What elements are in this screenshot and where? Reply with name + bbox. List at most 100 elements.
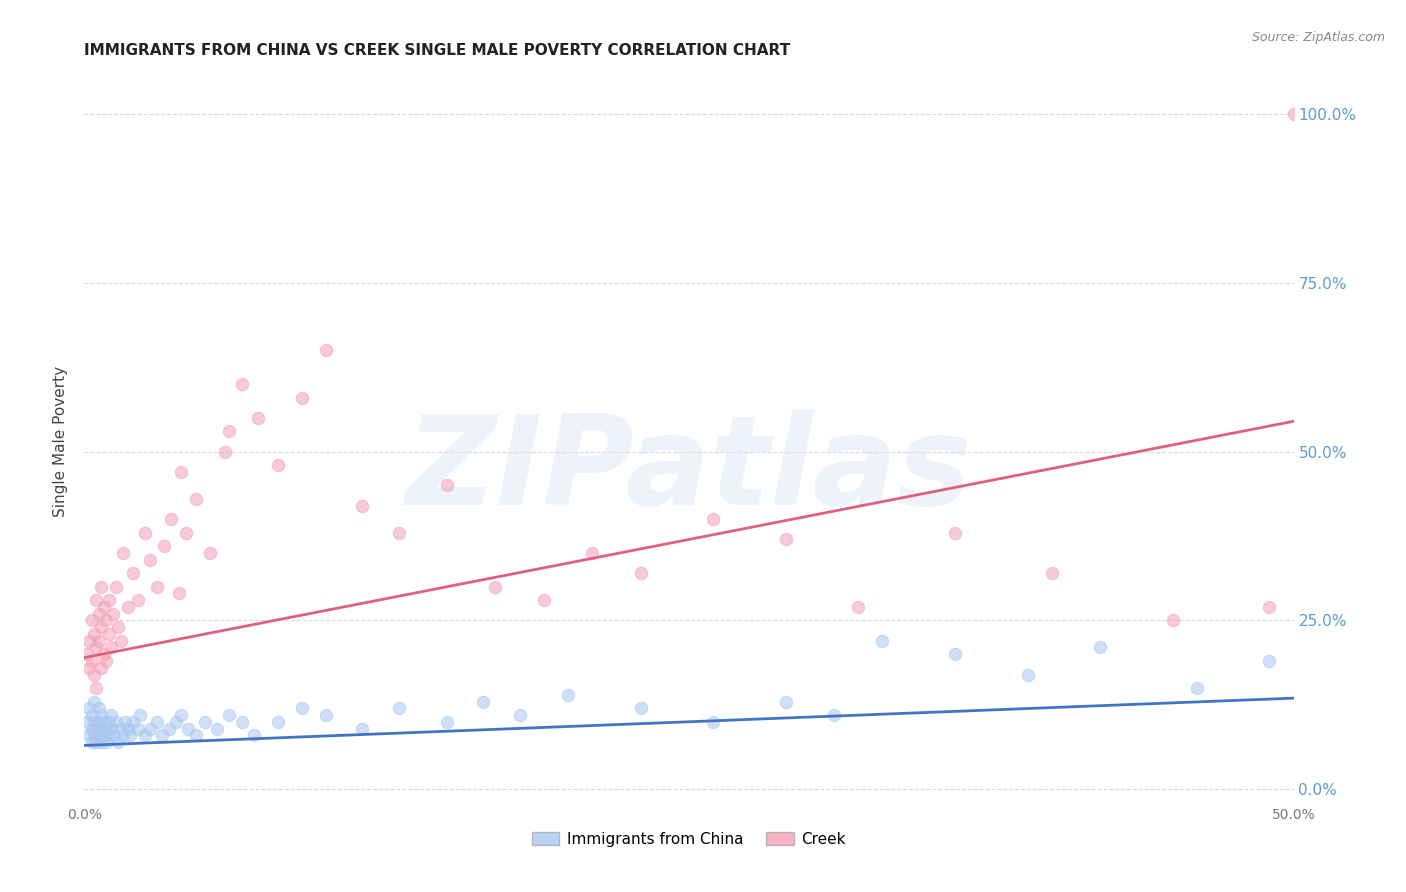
Point bbox=[83, 627, 105, 641]
Point bbox=[134, 525, 156, 540]
Point bbox=[160, 512, 183, 526]
Point bbox=[291, 701, 314, 715]
Point bbox=[120, 728, 142, 742]
Point bbox=[90, 735, 112, 749]
Point bbox=[146, 580, 169, 594]
Point bbox=[198, 546, 221, 560]
Point bbox=[184, 728, 207, 742]
Point bbox=[83, 694, 105, 708]
Point bbox=[1282, 107, 1305, 121]
Point bbox=[97, 728, 120, 742]
Point bbox=[170, 465, 193, 479]
Point bbox=[1258, 599, 1281, 614]
Point bbox=[231, 377, 253, 392]
Point bbox=[104, 580, 127, 594]
Point bbox=[702, 512, 724, 526]
Point bbox=[93, 599, 115, 614]
Point bbox=[1185, 681, 1208, 695]
Point bbox=[80, 654, 103, 668]
Point bbox=[90, 661, 112, 675]
Point bbox=[114, 714, 136, 729]
Point bbox=[121, 714, 143, 729]
Point bbox=[267, 714, 290, 729]
Point bbox=[90, 580, 112, 594]
Point bbox=[86, 722, 108, 736]
Point bbox=[352, 722, 374, 736]
Point bbox=[87, 728, 110, 742]
Point bbox=[388, 701, 411, 715]
Point bbox=[872, 633, 894, 648]
Point bbox=[1258, 654, 1281, 668]
Point bbox=[436, 714, 458, 729]
Point bbox=[352, 499, 374, 513]
Point bbox=[97, 593, 120, 607]
Point bbox=[194, 714, 217, 729]
Point bbox=[436, 478, 458, 492]
Point bbox=[90, 708, 112, 723]
Point bbox=[218, 708, 240, 723]
Point bbox=[94, 735, 117, 749]
Point bbox=[107, 620, 129, 634]
Point bbox=[103, 607, 125, 621]
Point bbox=[247, 411, 270, 425]
Point bbox=[775, 694, 797, 708]
Point bbox=[702, 714, 724, 729]
Point bbox=[218, 425, 240, 439]
Point bbox=[80, 735, 103, 749]
Point bbox=[138, 722, 160, 736]
Point bbox=[1017, 667, 1039, 681]
Point bbox=[557, 688, 579, 702]
Point bbox=[129, 708, 152, 723]
Point bbox=[80, 614, 103, 628]
Point bbox=[94, 614, 117, 628]
Point bbox=[484, 580, 506, 594]
Point bbox=[77, 661, 100, 675]
Y-axis label: Single Male Poverty: Single Male Poverty bbox=[53, 366, 69, 517]
Point bbox=[165, 714, 187, 729]
Point bbox=[77, 633, 100, 648]
Point bbox=[83, 667, 105, 681]
Point bbox=[110, 633, 132, 648]
Point bbox=[97, 627, 120, 641]
Point bbox=[315, 708, 337, 723]
Point bbox=[87, 701, 110, 715]
Point bbox=[103, 728, 125, 742]
Point bbox=[80, 708, 103, 723]
Point bbox=[112, 546, 135, 560]
Point bbox=[509, 708, 531, 723]
Legend: Immigrants from China, Creek: Immigrants from China, Creek bbox=[526, 826, 852, 853]
Point bbox=[630, 701, 652, 715]
Point bbox=[117, 722, 139, 736]
Point bbox=[472, 694, 495, 708]
Point bbox=[533, 593, 555, 607]
Point bbox=[1161, 614, 1184, 628]
Point bbox=[1088, 640, 1111, 655]
Point bbox=[87, 633, 110, 648]
Point bbox=[157, 722, 180, 736]
Point bbox=[242, 728, 264, 742]
Point bbox=[174, 525, 197, 540]
Point bbox=[107, 735, 129, 749]
Point bbox=[83, 714, 105, 729]
Point bbox=[127, 722, 149, 736]
Point bbox=[87, 714, 110, 729]
Point bbox=[90, 620, 112, 634]
Point bbox=[184, 491, 207, 506]
Point bbox=[76, 647, 98, 661]
Point bbox=[90, 722, 112, 736]
Point bbox=[83, 728, 105, 742]
Point bbox=[117, 599, 139, 614]
Point bbox=[167, 586, 190, 600]
Point bbox=[121, 566, 143, 581]
Point bbox=[93, 728, 115, 742]
Point bbox=[80, 722, 103, 736]
Point bbox=[1040, 566, 1063, 581]
Point bbox=[943, 525, 966, 540]
Point bbox=[388, 525, 411, 540]
Point bbox=[112, 728, 135, 742]
Point bbox=[87, 607, 110, 621]
Point bbox=[153, 539, 176, 553]
Point bbox=[170, 708, 193, 723]
Point bbox=[267, 458, 290, 472]
Point bbox=[76, 714, 98, 729]
